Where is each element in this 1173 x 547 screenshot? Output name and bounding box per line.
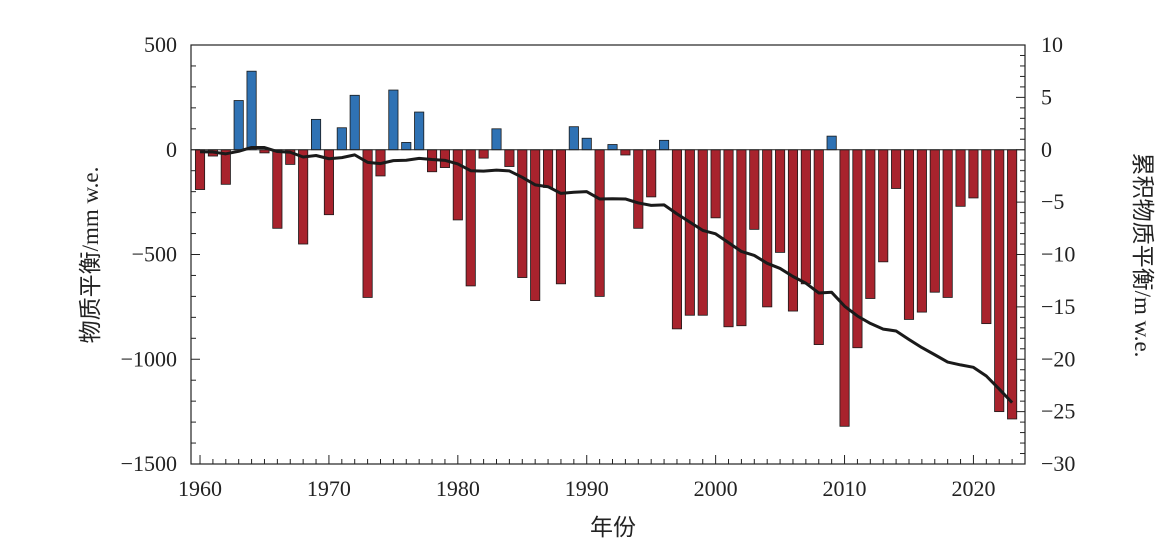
bar-1985 — [517, 149, 528, 278]
bar-1995 — [646, 149, 657, 198]
right-y-tick-label-7: −25 — [1041, 399, 1075, 424]
bar-2005 — [775, 149, 786, 253]
left-y-tick-label-0: 500 — [144, 32, 177, 57]
bar-2019 — [955, 149, 966, 207]
left-y-tick-label-4: −1500 — [121, 451, 177, 476]
x-tick-label-1980: 1980 — [436, 476, 480, 501]
bar-2014 — [891, 149, 902, 189]
right-y-axis-label: 累积物质平衡/m w.e. — [1130, 153, 1155, 358]
x-axis-label: 年份 — [590, 515, 636, 540]
bar-2017 — [929, 149, 940, 293]
bar-2001 — [723, 149, 734, 328]
bar-2002 — [736, 149, 747, 327]
right-y-tick-label-8: −30 — [1041, 451, 1075, 476]
bar-1982 — [478, 149, 489, 159]
bar-1992 — [607, 144, 618, 151]
bar-2018 — [942, 149, 953, 298]
bar-2007 — [800, 149, 811, 285]
bar-1990 — [581, 137, 592, 151]
bar-1964 — [246, 70, 257, 151]
bar-1972 — [349, 94, 360, 151]
mass-balance-bars — [194, 70, 1018, 427]
bar-1988 — [555, 149, 566, 285]
bar-2010 — [839, 149, 850, 427]
x-tick-label-2010: 2010 — [823, 476, 867, 501]
bar-2009 — [826, 135, 837, 151]
bar-1973 — [362, 149, 373, 298]
left-y-axis-label: 物质平衡/mm w.e. — [78, 167, 103, 344]
bar-2023 — [1007, 149, 1018, 420]
right-y-tick-label-4: −10 — [1041, 242, 1075, 267]
bar-1986 — [530, 149, 541, 301]
right-y-tick-label-1: 5 — [1041, 84, 1052, 109]
axis-labels: 年份 物质平衡/mm w.e. 累积物质平衡/m w.e. — [78, 153, 1155, 540]
left-y-tick-label-1: 0 — [166, 137, 177, 162]
cumulative-line-layer — [199, 145, 1014, 404]
x-tick-label-2020: 2020 — [951, 476, 995, 501]
bar-1963 — [233, 100, 244, 151]
x-tick-label-1970: 1970 — [307, 476, 351, 501]
bar-1998 — [684, 149, 695, 316]
bar-1968 — [298, 149, 309, 245]
bar-1993 — [620, 149, 631, 156]
right-y-tick-label-0: 10 — [1041, 32, 1063, 57]
bar-2021 — [981, 149, 992, 325]
bar-2016 — [916, 149, 927, 313]
bar-1975 — [388, 89, 399, 151]
bar-2003 — [749, 149, 760, 230]
bar-1976 — [401, 142, 412, 151]
right-y-tick-label-2: 0 — [1041, 137, 1052, 162]
bar-1994 — [633, 149, 644, 229]
bar-1997 — [671, 149, 683, 330]
bar-1996 — [659, 139, 670, 151]
plot-frame — [190, 44, 1026, 465]
bar-1977 — [414, 111, 425, 151]
bar-1969 — [310, 118, 322, 151]
bar-2015 — [903, 149, 915, 320]
right-y-tick-label-6: −20 — [1041, 346, 1075, 371]
bar-1984 — [504, 149, 515, 167]
bar-1971 — [336, 127, 347, 151]
x-tick-label-1960: 1960 — [178, 476, 222, 501]
cumulative-balance-line — [199, 145, 1014, 404]
bar-2022 — [994, 149, 1005, 413]
bar-2006 — [787, 149, 799, 312]
left-y-tick-label-2: −500 — [132, 242, 177, 267]
left-y-tick-label-3: −1000 — [121, 346, 177, 371]
right-y-tick-label-3: −5 — [1041, 189, 1064, 214]
bar-1980 — [452, 149, 463, 221]
axes: 1960 1970 1980 1990 2000 2010 20205000−500−100… — [121, 32, 1076, 501]
bar-2000 — [710, 149, 721, 219]
bar-1983 — [491, 128, 502, 151]
bar-1966 — [272, 149, 283, 229]
right-y-tick-label-5: −15 — [1041, 294, 1075, 319]
bar-1960 — [194, 149, 206, 190]
bar-1991 — [594, 149, 605, 297]
bar-2008 — [813, 149, 824, 345]
bar-2020 — [968, 149, 979, 199]
bar-1987 — [543, 149, 554, 188]
bar-2012 — [865, 149, 876, 299]
bar-2013 — [878, 149, 889, 263]
x-tick-label-1990: 1990 — [565, 476, 609, 501]
bar-2004 — [762, 149, 773, 308]
x-tick-label-2000: 2000 — [694, 476, 738, 501]
bar-1989 — [568, 126, 579, 151]
